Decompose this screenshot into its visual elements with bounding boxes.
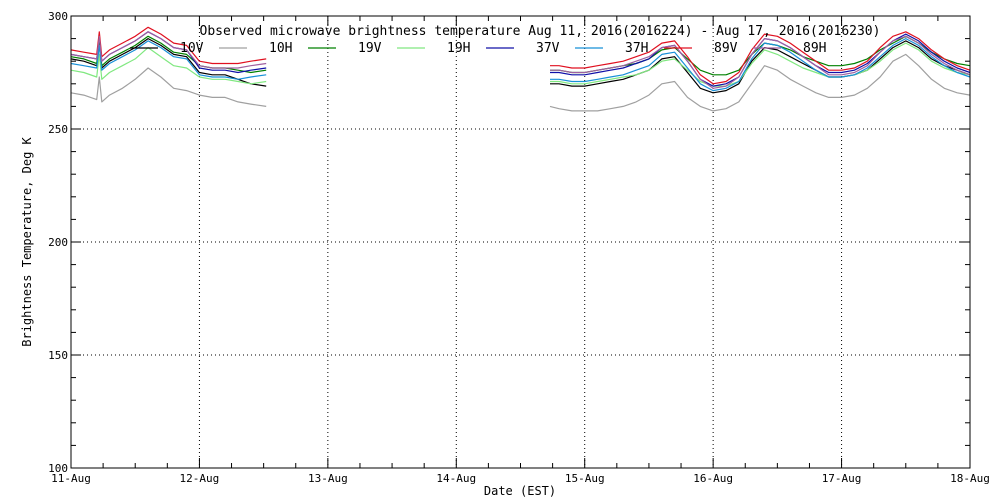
chart-title: Observed microwave brightness temperatur…	[200, 24, 881, 39]
series-line-10h	[70, 67, 267, 107]
y-tick-label: 100	[48, 462, 68, 475]
legend-label-19h: 19H	[447, 41, 470, 56]
legend-label-19v: 19V	[358, 41, 382, 56]
series-line-10v	[550, 40, 971, 94]
y-tick-label: 250	[48, 123, 68, 136]
y-axis-label: Brightness Temperature, Deg K	[20, 136, 34, 346]
y-tick-label: 200	[48, 236, 68, 249]
y-tick-label: 300	[48, 10, 68, 23]
series-line-37h	[70, 40, 267, 80]
legend-label-37v: 37V	[536, 41, 560, 56]
y-tick-label: 150	[48, 349, 68, 362]
x-axis-label: Date (EST)	[484, 484, 556, 498]
series-line-19h	[70, 46, 267, 85]
legend: 10V 10H 19V 19H 37V 37H 89V 89H	[130, 41, 826, 56]
x-tick-label: 14-Aug	[436, 472, 476, 485]
x-tick-label: 12-Aug	[180, 472, 220, 485]
x-tick-label: 15-Aug	[565, 472, 605, 485]
x-tick-label: 11-Aug	[51, 472, 91, 485]
series-line-37h	[550, 37, 971, 92]
series-line-19h	[550, 42, 971, 87]
x-tick-label: 18-Aug	[950, 472, 990, 485]
grid-lines	[71, 16, 970, 468]
series-line-89v	[70, 26, 267, 65]
legend-label-10h: 10H	[269, 41, 292, 56]
legend-label-89v: 89V	[714, 41, 738, 56]
series-line-89h	[550, 35, 971, 89]
x-tick-label: 17-Aug	[822, 472, 862, 485]
legend-label-10v: 10V	[180, 41, 204, 56]
legend-label-37h: 37H	[625, 41, 648, 56]
x-tick-label: 16-Aug	[693, 472, 733, 485]
axis-ticks: 100 150 200 250 300 11-Aug 12-Aug 13-Aug 14-Aug 1…	[48, 10, 990, 485]
series-line-89h	[70, 31, 267, 69]
series-lines	[70, 26, 971, 112]
series-line-89v	[550, 31, 971, 85]
x-tick-label: 13-Aug	[308, 472, 348, 485]
legend-label-89h: 89H	[803, 41, 826, 56]
series-line-10h	[549, 53, 971, 112]
